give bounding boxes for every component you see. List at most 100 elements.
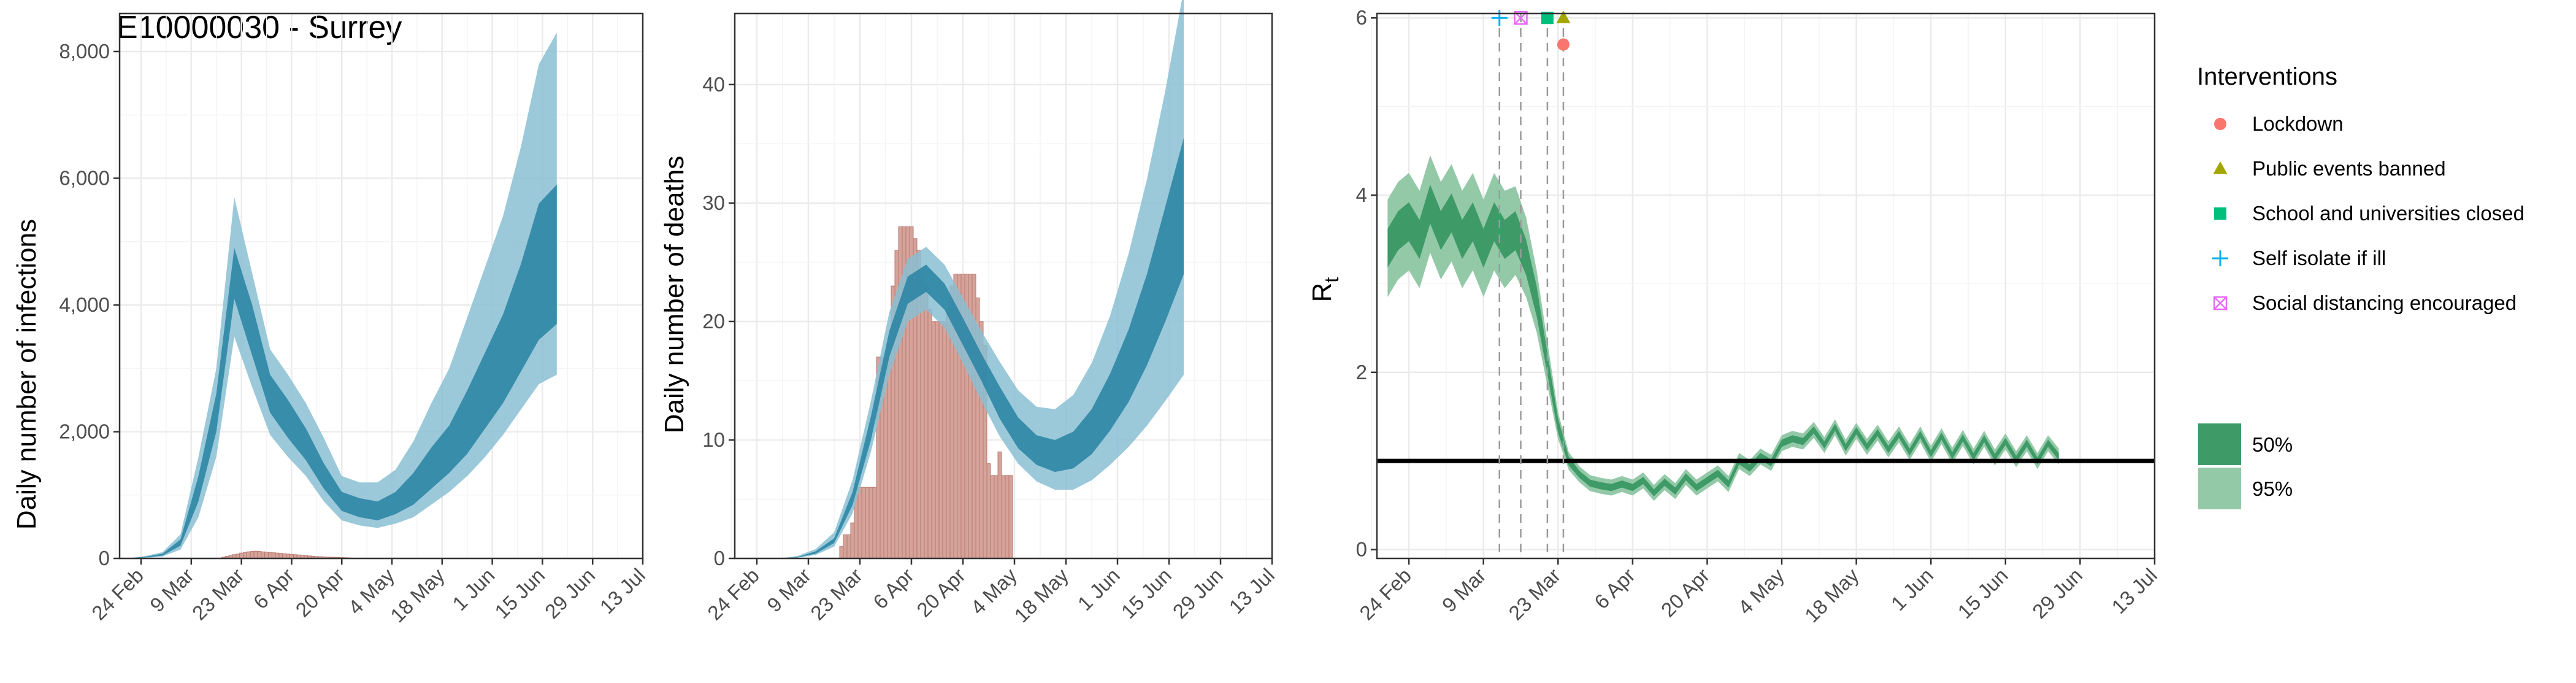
legend-ci-swatch (2198, 423, 2241, 465)
intervention-marker (1541, 12, 1554, 25)
observed-bar (257, 551, 262, 559)
deaths-y-label: Daily number of deaths (659, 156, 689, 433)
intervention-marker (1556, 10, 1571, 23)
x-tick-label: 24 Feb (703, 564, 764, 625)
ci50-band (126, 184, 557, 558)
intervention-marker (1557, 38, 1570, 51)
y-tick-label: 30 (702, 191, 725, 214)
chart-title: E10000030 - Surrey (117, 10, 402, 45)
observed-bar (850, 522, 855, 559)
observed-bar (846, 534, 851, 559)
y-tick-label: 0 (714, 547, 725, 569)
observed-bar (942, 321, 947, 559)
observed-bar (857, 487, 862, 559)
legend-marker (2214, 207, 2226, 220)
observed-bar (986, 463, 991, 559)
y-tick-label: 2 (1356, 361, 1367, 384)
rt-ci50-band (1387, 184, 2059, 496)
x-tick-label: 20 Apr (912, 564, 970, 622)
observed-bar (843, 534, 848, 559)
observed-bar (946, 309, 951, 559)
legend-marker (2213, 296, 2228, 311)
x-tick-label: 18 May (1800, 563, 1863, 627)
observed-bar (920, 274, 925, 559)
x-tick-label: 24 Feb (87, 564, 148, 625)
legend-items: Lockdown Public events banned School and u… (2212, 112, 2524, 314)
observed-bar (865, 487, 870, 559)
x-tick-label: 23 Mar (188, 564, 248, 625)
x-tick-label: 9 Mar (1438, 564, 1490, 617)
x-tick-label: 13 Jul (1225, 564, 1279, 618)
legend-ci-items: 50% 95% (2198, 423, 2293, 509)
observed-bar (243, 552, 247, 559)
observed-bar (1001, 475, 1006, 559)
y-tick-label: 2,000 (59, 420, 110, 442)
observed-bar (887, 357, 892, 559)
observed-bar (839, 546, 844, 559)
x-tick-label: 29 Jun (1168, 564, 1227, 623)
legend-marker (2214, 118, 2226, 130)
x-tick-label: 23 Mar (806, 564, 867, 625)
observed-bar (868, 487, 873, 559)
legend-ci-label: 95% (2252, 477, 2293, 500)
x-tick-label: 1 Jun (1887, 564, 1938, 615)
y-tick-label: 6,000 (59, 166, 110, 189)
y-tick-label: 10 (702, 428, 725, 451)
x-tick-label: 29 Jun (2028, 564, 2087, 623)
legend-title: Interventions (2197, 63, 2337, 90)
observed-bar (246, 551, 251, 559)
ci95-band (742, 0, 1184, 558)
x-tick-label: 15 Jun (490, 564, 549, 623)
legend-label: Public events banned (2252, 157, 2446, 180)
observed-bar (861, 487, 866, 559)
rt-y-label-subscript: t (1321, 277, 1343, 283)
observed-bar (268, 552, 272, 559)
y-tick-label: 0 (1356, 538, 1367, 561)
observed-bar (990, 475, 995, 559)
observed-bar (927, 309, 932, 559)
intervention-marker (1491, 10, 1508, 26)
ci50-band (742, 137, 1184, 558)
x-tick-label: 18 May (386, 563, 449, 627)
observed-bar (239, 552, 244, 559)
x-tick-label: 18 May (1010, 563, 1073, 627)
observed-bar (271, 552, 276, 559)
observed-bar (1008, 475, 1013, 559)
panel-border (118, 12, 644, 560)
legend-label: Self isolate if ill (2252, 247, 2386, 269)
x-tick-label: 29 Jun (540, 564, 599, 623)
y-tick-label: 40 (702, 73, 725, 96)
y-tick-label: 8,000 (59, 40, 110, 63)
observed-bar (924, 285, 929, 559)
observed-bar (261, 551, 266, 559)
observed-bar (935, 321, 940, 559)
x-tick-label: 20 Apr (1657, 564, 1714, 622)
observed-bar (872, 487, 877, 559)
legend-marker (2212, 250, 2228, 266)
legend-label: Social distancing encouraged (2252, 291, 2517, 314)
y-tick-label: 0 (99, 547, 110, 569)
x-tick-label: 13 Jul (596, 564, 650, 618)
observed-bar (264, 552, 269, 559)
x-tick-label: 24 Feb (1355, 564, 1416, 625)
observed-bar (931, 321, 936, 559)
x-tick-label: 15 Jun (1117, 564, 1176, 623)
legend-ci-swatch (2198, 468, 2241, 509)
observed-bar (997, 451, 1002, 559)
x-tick-label: 6 Apr (1590, 564, 1639, 614)
x-tick-label: 23 Mar (1504, 564, 1565, 625)
infections-y-label: Daily number of infections (12, 219, 42, 530)
observed-bar (250, 551, 255, 559)
y-tick-label: 4 (1356, 183, 1367, 206)
rt-y-label-main: R (1307, 283, 1337, 303)
x-tick-label: 15 Jun (1953, 564, 2012, 623)
y-tick-label: 20 (702, 310, 725, 333)
panel-border (1376, 12, 2156, 560)
observed-bar (994, 475, 999, 559)
panel-border (734, 12, 1273, 560)
legend: Interventions Lockdown Public events bann… (2197, 63, 2524, 509)
rt-y-label: Rt (1307, 277, 1343, 303)
